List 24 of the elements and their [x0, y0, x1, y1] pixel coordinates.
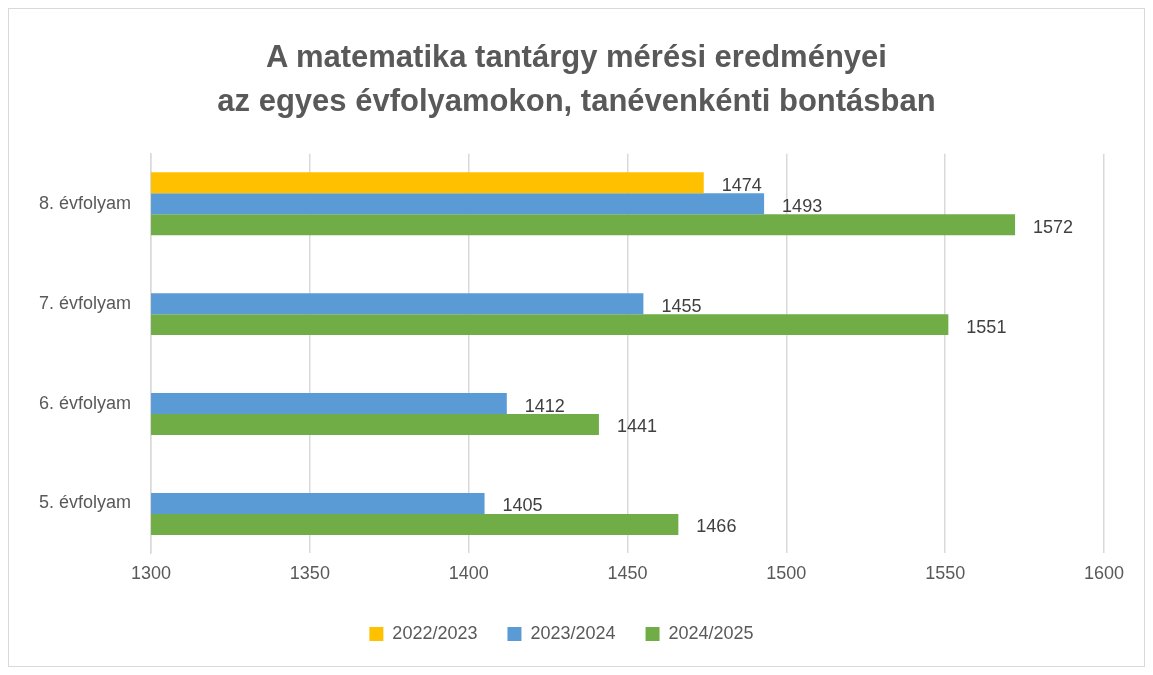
- data-label: 1455: [661, 295, 702, 316]
- x-tick-label: 1600: [1083, 563, 1125, 584]
- x-tick-label: 1400: [448, 563, 489, 584]
- y-tick-label: 5. évfolyam: [38, 492, 132, 513]
- legend-label: 2022/2023: [392, 622, 478, 643]
- x-tick-label: 1550: [925, 563, 966, 584]
- data-label: 1474: [721, 174, 762, 195]
- data-label: 1441: [616, 416, 657, 437]
- y-tick-label: 8. évfolyam: [38, 192, 132, 213]
- chart-title: A matematika tantárgy mérési eredményei az egyes évfolyamokon, tanévenkénti bontásban: [216, 38, 937, 120]
- y-tick-label: 7. évfolyam: [38, 292, 132, 313]
- data-label: 1493: [782, 195, 823, 216]
- x-tick-label: 1350: [289, 563, 330, 584]
- legend-label: 2024/2025: [668, 622, 754, 643]
- data-label: 1405: [502, 495, 543, 516]
- data-label: 1412: [524, 395, 565, 416]
- legend-label: 2023/2024: [530, 622, 616, 643]
- data-label: 1466: [696, 516, 737, 537]
- y-tick-label: 6. évfolyam: [38, 392, 132, 413]
- x-tick-label: 1300: [131, 563, 172, 584]
- data-label: 1572: [1033, 216, 1074, 237]
- x-tick-label: 1500: [766, 563, 807, 584]
- x-tick-label: 1450: [607, 563, 648, 584]
- data-label: 1551: [966, 316, 1007, 337]
